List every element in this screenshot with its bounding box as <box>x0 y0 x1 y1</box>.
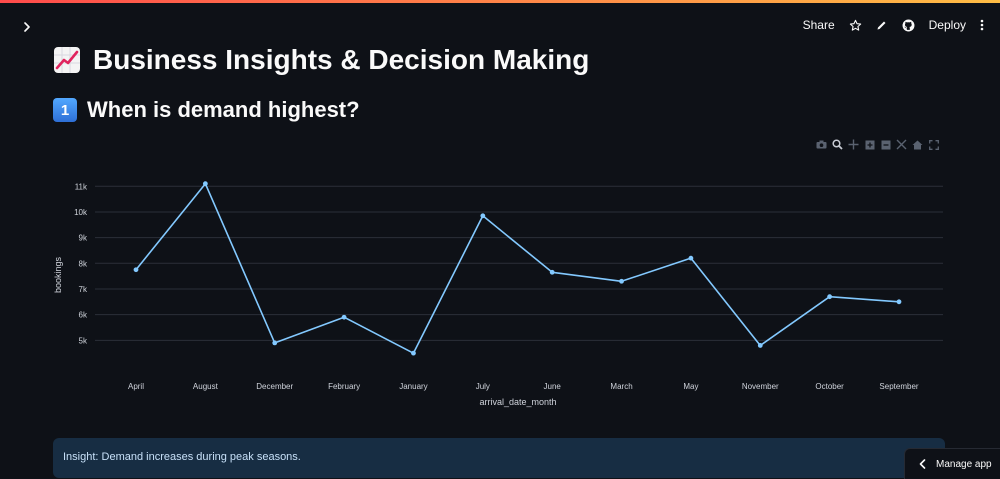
x-axis-title: arrival_date_month <box>479 397 556 407</box>
deploy-button[interactable]: Deploy <box>928 18 966 32</box>
keycap-number-icon: 1 <box>53 98 77 122</box>
x-tick-label: June <box>544 382 562 391</box>
x-tick-label: September <box>879 382 918 391</box>
y-tick-label: 10k <box>74 208 88 217</box>
page-title: Business Insights & Decision Making <box>53 40 946 80</box>
y-tick-label: 6k <box>79 311 88 320</box>
data-point <box>202 181 208 187</box>
y-axis-title: bookings <box>53 256 63 293</box>
kebab-menu-icon <box>980 19 984 31</box>
edit-button[interactable] <box>876 19 888 31</box>
top-accent-bar <box>0 0 1000 3</box>
autoscale-icon[interactable] <box>895 138 908 151</box>
chevron-left-icon <box>919 459 926 469</box>
manage-app-button[interactable]: Manage app <box>904 448 1000 479</box>
section-heading: 1 When is demand highest? <box>53 94 946 126</box>
data-point <box>549 269 555 275</box>
section-heading-text: When is demand highest? <box>87 97 360 122</box>
fullscreen-icon[interactable] <box>927 138 940 151</box>
manage-app-label: Manage app <box>936 458 992 470</box>
x-tick-label: August <box>193 382 219 391</box>
pan-icon[interactable] <box>847 138 860 151</box>
page-title-text: Business Insights & Decision Making <box>93 44 590 75</box>
main-menu-button[interactable] <box>980 19 984 31</box>
star-button[interactable] <box>849 19 862 32</box>
insight-text: Insight: Demand increases during peak se… <box>63 451 301 463</box>
pencil-icon <box>877 21 886 30</box>
y-tick-label: 9k <box>79 234 88 243</box>
zoom-icon[interactable] <box>831 138 844 151</box>
data-point <box>757 343 763 348</box>
data-point <box>341 314 347 320</box>
github-button[interactable] <box>902 19 915 32</box>
x-tick-label: November <box>742 382 779 391</box>
x-tick-label: October <box>815 382 844 391</box>
chart-increasing-icon <box>53 46 81 74</box>
x-tick-label: April <box>128 382 144 391</box>
data-point <box>480 213 486 219</box>
y-tick-label: 7k <box>79 285 88 294</box>
app-toolbar: Share Deploy <box>803 14 984 36</box>
series-line <box>135 182 900 354</box>
chevron-right-icon <box>24 22 30 32</box>
camera-icon[interactable] <box>815 138 828 151</box>
y-tick-label: 5k <box>79 336 88 345</box>
x-tick-label: January <box>399 382 427 391</box>
data-point <box>411 350 416 356</box>
chart-modebar <box>815 138 940 151</box>
demand-line-chart[interactable]: 5k 6k 7k 8k 9k 10k 11k April August December Febru… <box>53 138 946 418</box>
data-point <box>896 299 902 305</box>
x-tick-label: May <box>683 382 698 391</box>
main-content: Business Insights & Decision Making 1 Wh… <box>53 40 946 407</box>
zoom-in-icon[interactable] <box>863 138 876 151</box>
data-point <box>827 294 833 300</box>
x-tick-label: February <box>328 382 360 391</box>
data-point <box>133 267 139 273</box>
insight-info-box: Insight: Demand increases during peak se… <box>53 438 945 478</box>
share-button[interactable]: Share <box>802 18 835 32</box>
chart-plot-area: 5k 6k 7k 8k 9k 10k 11k April August December Febru… <box>53 181 943 407</box>
sidebar-expand-button[interactable] <box>18 18 36 36</box>
data-point <box>272 340 278 346</box>
star-icon <box>849 19 861 31</box>
home-icon[interactable] <box>911 138 924 151</box>
data-point <box>619 278 624 284</box>
x-tick-label: July <box>476 382 490 391</box>
y-tick-label: 11k <box>75 182 88 191</box>
zoom-out-icon[interactable] <box>879 138 892 151</box>
data-point <box>688 255 694 261</box>
github-icon <box>902 19 915 31</box>
x-tick-label: March <box>610 382 632 391</box>
x-tick-label: December <box>256 382 293 391</box>
y-tick-label: 8k <box>79 259 88 268</box>
